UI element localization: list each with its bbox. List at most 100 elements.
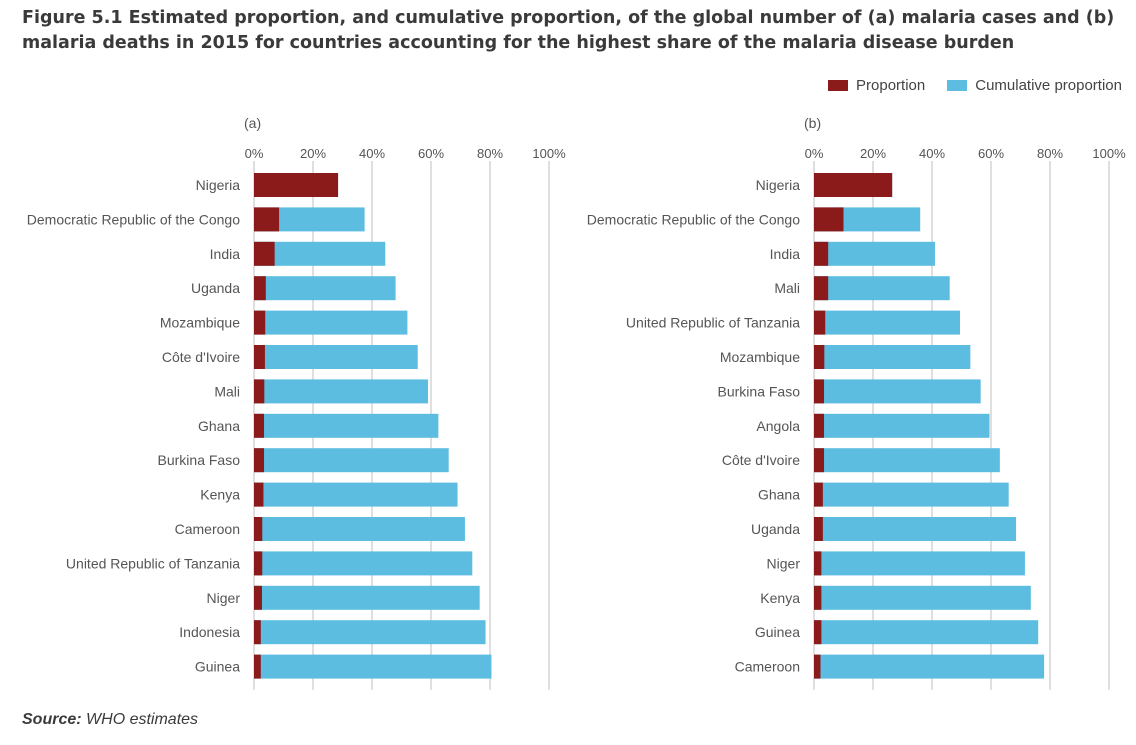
panel-label-b: (b) xyxy=(804,115,821,131)
x-tick-label: 0% xyxy=(805,146,824,161)
chart-legend: Proportion Cumulative proportion xyxy=(806,77,1122,94)
legend-item-proportion: Proportion xyxy=(828,77,925,94)
bar-cumulative xyxy=(254,482,458,507)
category-label: Guinea xyxy=(195,659,240,675)
chart-panel-a: (a) 0% 20% 40% 60% 80% 100% Nigeria Democratic R… xyxy=(27,115,566,690)
bar-proportion xyxy=(814,345,825,369)
legend-swatch-proportion xyxy=(828,80,849,91)
bar-cumulative xyxy=(814,482,1009,507)
x-tick-label: 20% xyxy=(860,146,886,161)
bar-cumulative xyxy=(814,241,935,266)
bar-proportion xyxy=(814,585,822,610)
bar-cumulative xyxy=(254,345,418,369)
category-label: Democratic Republic of the Congo xyxy=(27,211,240,227)
bar-cumulative xyxy=(814,379,981,404)
bar-proportion xyxy=(254,654,261,679)
bar-cumulative xyxy=(814,448,1000,473)
bar-cumulative xyxy=(814,654,1045,679)
category-label: Côte d'Ivoire xyxy=(722,452,800,468)
category-label: Uganda xyxy=(191,280,240,296)
bar-cumulative xyxy=(254,585,480,610)
category-label: Mali xyxy=(774,280,800,296)
x-tick-label: 60% xyxy=(978,146,1004,161)
source-label: Source: xyxy=(22,711,82,728)
bar-cumulative xyxy=(254,517,465,541)
bar-cumulative xyxy=(254,448,449,473)
bar-cumulative xyxy=(814,413,990,438)
x-tick-label: 80% xyxy=(1037,146,1063,161)
bar-cumulative xyxy=(814,276,950,301)
legend-swatch-cumulative xyxy=(947,80,968,91)
x-tick-label: 100% xyxy=(1092,146,1126,161)
category-label: Mozambique xyxy=(160,315,240,331)
source-text: WHO estimates xyxy=(86,711,199,728)
bar-proportion xyxy=(254,585,262,610)
category-label: Burkina Faso xyxy=(158,452,241,468)
category-label: Guinea xyxy=(755,624,800,640)
category-label: Cameroon xyxy=(175,521,240,537)
category-label: India xyxy=(770,246,801,262)
bar-cumulative xyxy=(814,310,961,335)
bar-proportion xyxy=(254,482,264,507)
bar-proportion xyxy=(254,517,263,541)
category-label: Niger xyxy=(767,555,801,571)
chart-panel-b: (b) 0% 20% 40% 60% 80% 100% Nigeria Democratic R… xyxy=(587,115,1126,690)
x-tick-label: 0% xyxy=(245,146,264,161)
bar-proportion xyxy=(814,654,821,679)
category-label: Burkina Faso xyxy=(718,383,801,399)
bar-cumulative xyxy=(814,345,971,369)
category-label: United Republic of Tanzania xyxy=(626,315,800,331)
bar-proportion xyxy=(814,448,825,473)
bar-proportion xyxy=(814,620,822,645)
category-label: Angola xyxy=(756,418,800,434)
category-label: Kenya xyxy=(200,487,240,503)
bar-proportion xyxy=(254,276,266,301)
source-note: Source: WHO estimates xyxy=(22,711,198,729)
bar-cumulative xyxy=(254,620,486,645)
bar-proportion xyxy=(814,241,829,266)
x-tick-label: 40% xyxy=(359,146,385,161)
x-tick-label: 40% xyxy=(919,146,945,161)
bar-proportion xyxy=(254,207,280,232)
category-label: Nigeria xyxy=(196,177,241,193)
legend-label-cumulative: Cumulative proportion xyxy=(975,77,1122,94)
category-label: Ghana xyxy=(198,418,240,434)
bar-proportion xyxy=(254,448,265,473)
x-tick-label: 20% xyxy=(300,146,326,161)
x-tick-label: 100% xyxy=(532,146,566,161)
x-tick-label: 60% xyxy=(418,146,444,161)
bar-proportion xyxy=(254,310,266,335)
bar-proportion xyxy=(254,173,339,197)
category-label: Democratic Republic of the Congo xyxy=(587,211,800,227)
bar-cumulative xyxy=(814,585,1031,610)
bar-cumulative xyxy=(814,620,1039,645)
bar-proportion xyxy=(814,551,822,576)
bar-cumulative xyxy=(254,276,396,301)
category-label: Cameroon xyxy=(735,659,800,675)
bar-proportion xyxy=(254,241,275,266)
bar-cumulative xyxy=(254,413,439,438)
bar-proportion xyxy=(254,345,265,369)
category-label: India xyxy=(210,246,241,262)
bar-cumulative xyxy=(254,310,408,335)
bar-proportion xyxy=(814,173,893,197)
bar-proportion xyxy=(814,379,825,404)
category-label: Mali xyxy=(214,383,240,399)
category-label: Côte d'Ivoire xyxy=(162,349,240,365)
bar-proportion xyxy=(814,310,826,335)
bar-proportion xyxy=(254,620,261,645)
category-label: Nigeria xyxy=(756,177,801,193)
category-label: Mozambique xyxy=(720,349,800,365)
category-label: Indonesia xyxy=(179,624,240,640)
bar-cumulative xyxy=(814,517,1017,541)
figure-title: Figure 5.1 Estimated proportion, and cum… xyxy=(22,8,1115,53)
bar-proportion xyxy=(814,207,844,232)
bar-proportion xyxy=(254,379,265,404)
category-label: Kenya xyxy=(760,590,800,606)
category-label: Ghana xyxy=(758,487,800,503)
bar-cumulative xyxy=(814,551,1025,576)
x-tick-label: 80% xyxy=(477,146,503,161)
bar-cumulative xyxy=(254,551,473,576)
legend-item-cumulative: Cumulative proportion xyxy=(947,77,1122,94)
bar-proportion xyxy=(814,413,825,438)
